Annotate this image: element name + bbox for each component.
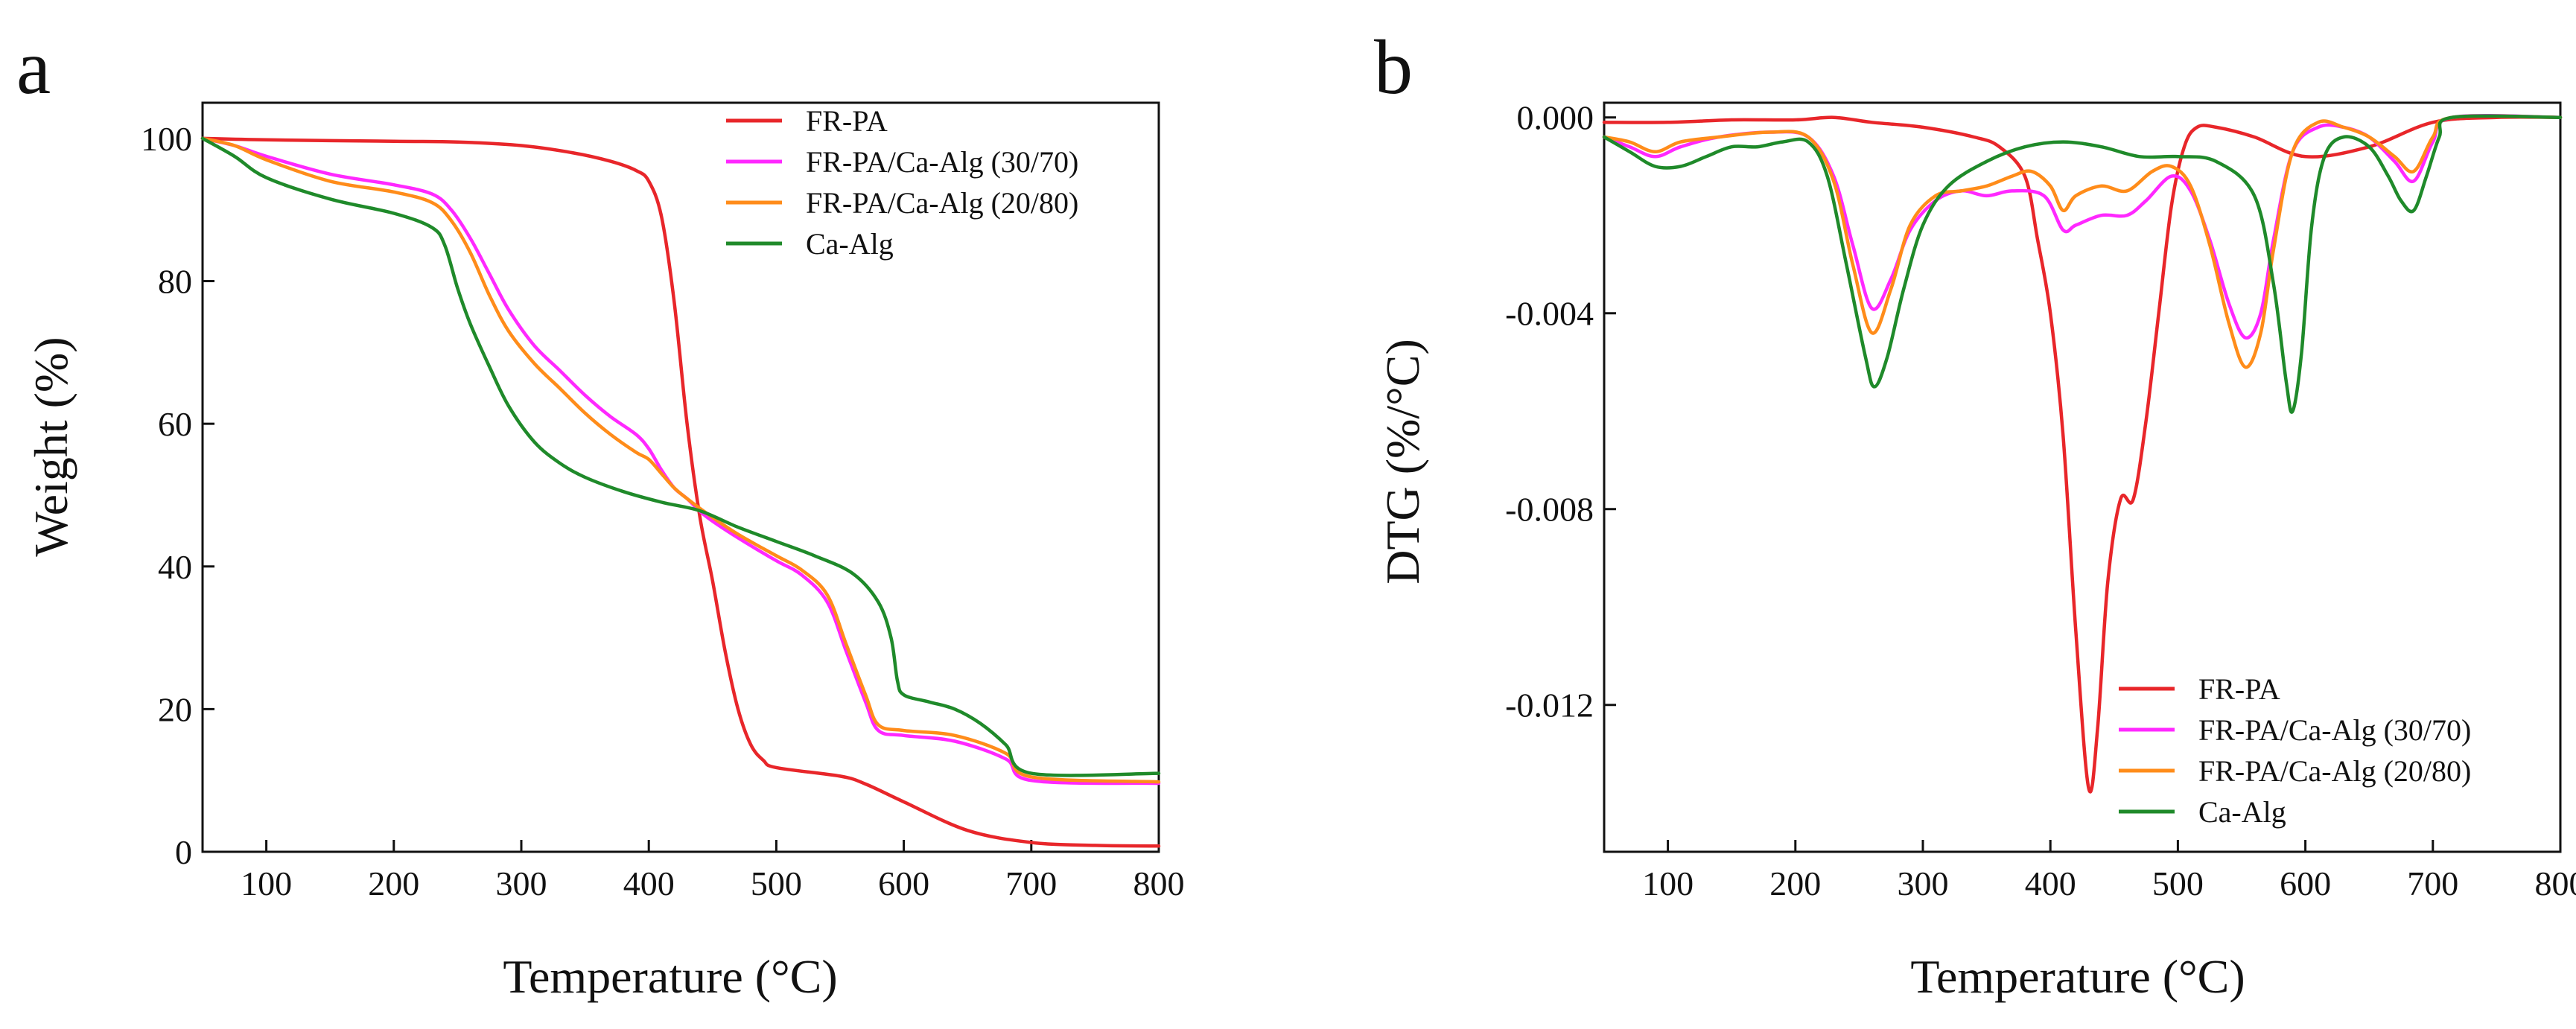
panel-a-y-tick-label-2: 40 xyxy=(158,548,192,586)
panel-a-series-ca-alg xyxy=(200,136,1161,777)
panel-a-series-fr-pa-ca-alg-30-70 xyxy=(200,136,1161,786)
panel-a-y-axis-title: Weight (%) xyxy=(25,337,77,556)
panel-b-y-tick-label-1: -0.004 xyxy=(1505,295,1594,333)
panel-b-x-tick-label-300: 300 xyxy=(1898,864,1949,902)
panel-a-series-fr-pa-ca-alg-20-80 xyxy=(200,136,1161,784)
panel-a-series-fr-pa xyxy=(200,136,1161,848)
panel-a-x-tick-label-200: 200 xyxy=(368,864,419,902)
panel-a-y-tick-label-3: 60 xyxy=(158,405,192,443)
panel-b-legend-label-ca-alg: Ca-Alg xyxy=(2198,795,2286,829)
panel-a-x-tick-label-600: 600 xyxy=(878,864,929,902)
panel-b-y-tick-label-2: -0.008 xyxy=(1505,491,1594,529)
panel-a-x-tick-label-700: 700 xyxy=(1005,864,1057,902)
panel-a-plot-frame xyxy=(201,101,1160,853)
panel-a-legend-label-30-70: FR-PA/Ca-Alg (30/70) xyxy=(806,145,1078,179)
panel-b-letter: b xyxy=(1374,25,1413,110)
panel-b-x-tick-label-200: 200 xyxy=(1769,864,1821,902)
panel-b-legend: FR-PA FR-PA/Ca-Alg (30/70) FR-PA/Ca-Alg … xyxy=(2119,672,2471,829)
panel-b-x-tick-label-100: 100 xyxy=(1642,864,1694,902)
panel-b-x-tick-label-800: 800 xyxy=(2535,864,2576,902)
panel-b-series-fr-pa xyxy=(1602,115,2563,794)
panel-a-x-tick-label-800: 800 xyxy=(1133,864,1185,902)
panel-b-y-tick-label-0: 0.000 xyxy=(1517,99,1594,137)
panel-b-x-tick-label-700: 700 xyxy=(2407,864,2458,902)
panel-b-x-axis-title: Temperature (°C) xyxy=(1910,950,2245,1003)
panel-a-legend: FR-PA FR-PA/Ca-Alg (30/70) FR-PA/Ca-Alg … xyxy=(726,104,1078,261)
panel-a-legend-label-fr-pa: FR-PA xyxy=(806,104,888,138)
panel-b-legend-label-20-80: FR-PA/Ca-Alg (20/80) xyxy=(2198,754,2471,788)
panel-a-ticks: 100 200 300 400 500 600 700 800 0 20 40 60 80 100 xyxy=(141,120,1185,902)
panel-a-x-tick-label-100: 100 xyxy=(241,864,292,902)
panel-a: a 100 200 300 400 500 600 700 800 0 20 40 60 80 100 T… xyxy=(16,25,1185,1003)
panel-b-x-tick-label-500: 500 xyxy=(2152,864,2204,902)
panel-a-x-tick-label-300: 300 xyxy=(496,864,547,902)
panel-a-letter: a xyxy=(16,25,51,110)
panel-b-series-fr-pa-ca-alg-20-80 xyxy=(1602,114,2563,369)
panel-b-legend-label-fr-pa: FR-PA xyxy=(2198,672,2280,706)
panel-b-series-ca-alg xyxy=(1602,114,2563,414)
panel-a-x-tick-label-500: 500 xyxy=(751,864,802,902)
panel-b-series xyxy=(1602,114,2563,794)
panel-a-x-axis-title: Temperature (°C) xyxy=(503,950,837,1003)
panel-b-plot-frame xyxy=(1603,101,2562,853)
panel-a-y-tick-label-4: 80 xyxy=(158,263,192,301)
panel-b-y-axis-title: DTG (%/°C) xyxy=(1376,339,1429,584)
panel-b-x-tick-label-400: 400 xyxy=(2025,864,2076,902)
panel-b: b 100 200 300 400 500 600 700 800 0.000 -0.004 -0.… xyxy=(1374,25,2576,1003)
panel-a-y-tick-label-0: 0 xyxy=(175,833,192,871)
panel-a-series xyxy=(200,136,1161,848)
panel-a-legend-label-20-80: FR-PA/Ca-Alg (20/80) xyxy=(806,186,1078,220)
panel-a-y-tick-label-1: 20 xyxy=(158,690,192,728)
panel-b-x-tick-label-600: 600 xyxy=(2280,864,2331,902)
panel-b-legend-label-30-70: FR-PA/Ca-Alg (30/70) xyxy=(2198,713,2471,747)
panel-b-y-tick-label-3: -0.012 xyxy=(1505,686,1594,724)
panel-a-x-tick-label-400: 400 xyxy=(623,864,675,902)
panel-b-series-fr-pa-ca-alg-30-70 xyxy=(1602,114,2563,340)
panel-a-y-tick-label-5: 100 xyxy=(141,120,192,158)
panel-b-ticks: 100 200 300 400 500 600 700 800 0.000 -0.004 -0.00… xyxy=(1505,99,2576,902)
panel-a-legend-label-ca-alg: Ca-Alg xyxy=(806,227,894,261)
